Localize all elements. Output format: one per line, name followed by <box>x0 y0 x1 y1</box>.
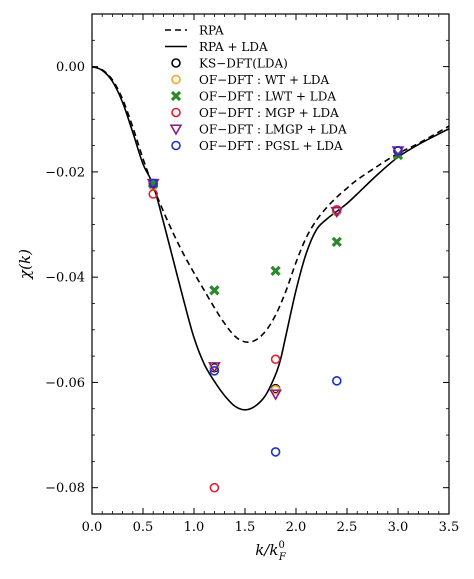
legend-ks-dft-lda: KS−DFT(LDA) <box>171 57 288 71</box>
y-tick-label: 0.00 <box>56 60 85 75</box>
legend-rpa: RPA <box>165 24 224 38</box>
legend-of-dft-lwt-lda-swatch-b <box>170 90 182 102</box>
x-tick-label: 1.5 <box>235 520 256 535</box>
x-tick-label: 3.0 <box>388 520 409 535</box>
y-tick-label: −0.02 <box>45 165 85 180</box>
legend-rpa-lda: RPA + LDA <box>165 40 268 54</box>
curve-rpa <box>92 65 449 343</box>
point-of-dft-pgsl-lda-1 <box>209 366 220 376</box>
x-tick-label: 2.0 <box>286 520 307 535</box>
x-tick-label: 2.5 <box>337 520 358 535</box>
legend-of-dft-wt-lda: OF−DFT : WT + LDA <box>171 73 329 87</box>
legend-of-dft-pgsl-lda: OF−DFT : PGSL + LDA <box>171 139 343 153</box>
legend-of-dft-wt-lda-label: OF−DFT : WT + LDA <box>199 73 329 87</box>
legend-of-dft-pgsl-lda-label: OF−DFT : PGSL + LDA <box>199 139 343 153</box>
point-of-dft-mgp-lda-2 <box>270 354 281 365</box>
plot-marks <box>92 65 449 493</box>
legend-ks-dft-lda-label: KS−DFT(LDA) <box>199 57 288 71</box>
axes: 0.0 0.5 1.0 1.5 2.0 2.5 3.0 3.5 0.00 −0.02 −0.04 −0… <box>45 13 460 535</box>
point-of-dft-pgsl-lda-2 <box>270 447 281 457</box>
point-of-dft-lmgp-lda-3 <box>330 206 344 218</box>
point-of-dft-lwt-lda-2 <box>270 265 281 276</box>
x-axis-label: k/k0 F <box>255 540 287 563</box>
point-of-dft-lwt-lda-1-b <box>209 285 220 296</box>
legend-of-dft-lmgp-lda-swatch <box>169 124 183 136</box>
y-tick-label: −0.06 <box>45 376 85 391</box>
point-of-dft-mgp-lda-1 <box>209 482 220 493</box>
x-tick-label: 0.0 <box>82 520 103 535</box>
plot-area <box>92 65 449 411</box>
legend-of-dft-mgp-lda: OF−DFT : MGP + LDA <box>171 106 339 120</box>
point-of-dft-lwt-lda-2-b <box>270 265 281 276</box>
legend-of-dft-mgp-lda-swatch <box>171 107 181 118</box>
point-of-dft-lwt-lda-3 <box>331 236 342 248</box>
legend-of-dft-pgsl-lda-swatch <box>171 140 181 151</box>
legend-of-dft-lwt-lda-label: OF−DFT : LWT + LDA <box>199 90 336 104</box>
legend-of-dft-wt-lda-swatch <box>171 74 181 85</box>
x-tick-label: 1.0 <box>184 520 205 535</box>
point-of-dft-lwt-lda-1 <box>209 285 220 296</box>
legend: RPA RPA + LDA KS−DFT(LDA) OF−DFT : WT + LDA… <box>165 24 347 153</box>
legend-of-dft-mgp-lda-label: OF−DFT : MGP + LDA <box>199 106 339 120</box>
legend-rpa-label: RPA <box>199 24 224 38</box>
plot-frame <box>91 13 450 515</box>
legend-of-dft-lmgp-lda: OF−DFT : LMGP + LDA <box>169 123 347 137</box>
point-of-dft-pgsl-lda-0 <box>148 178 158 189</box>
y-tick-label: −0.04 <box>45 271 85 286</box>
legend-ks-dft-lda-swatch <box>171 58 181 68</box>
point-of-dft-pgsl-lda-3 <box>331 376 342 386</box>
legend-of-dft-lwt-lda-swatch <box>170 90 182 102</box>
legend-of-dft-lmgp-lda-label: OF−DFT : LMGP + LDA <box>199 123 347 137</box>
y-axis-label: χ(k) <box>16 249 34 280</box>
x-tick-label: 0.5 <box>133 520 154 535</box>
curve-rpa-lda <box>92 65 449 411</box>
legend-rpa-lda-label: RPA + LDA <box>199 40 268 54</box>
point-of-dft-lmgp-lda-2 <box>269 389 282 401</box>
x-tick-label: 3.5 <box>439 520 460 535</box>
point-of-dft-lwt-lda-3-b <box>331 236 342 248</box>
y-tick-label: −0.08 <box>45 481 85 496</box>
legend-of-dft-lwt-lda: OF−DFT : LWT + LDA <box>170 90 336 104</box>
point-of-dft-pgsl-lda-4 <box>393 146 403 156</box>
